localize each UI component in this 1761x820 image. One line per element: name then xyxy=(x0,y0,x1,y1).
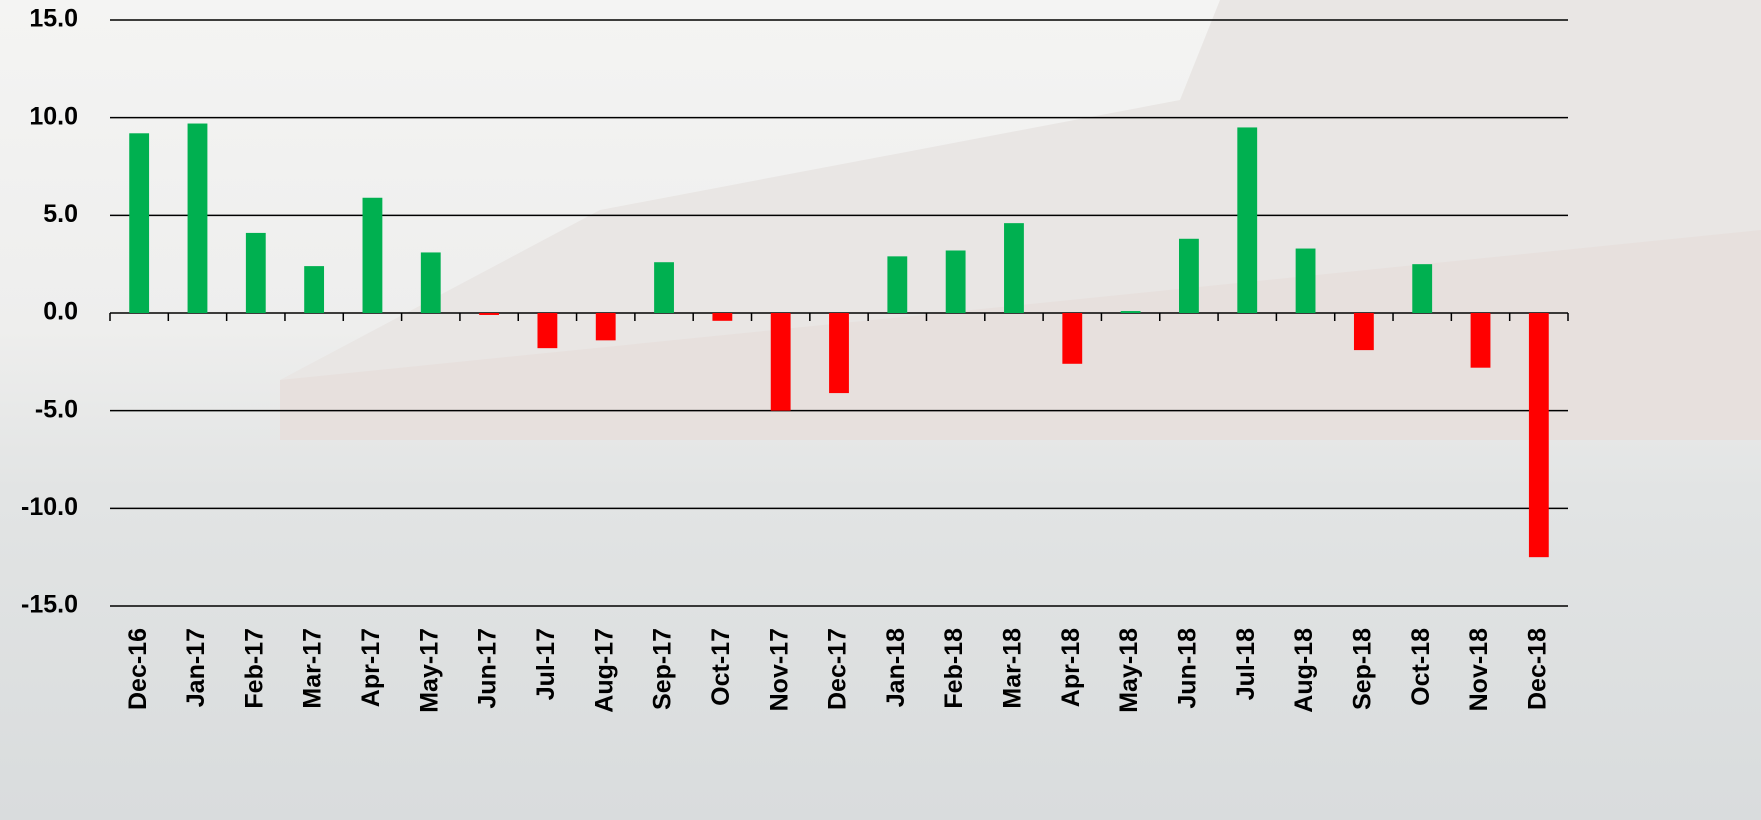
bar xyxy=(362,197,383,313)
x-tick-label: Apr-17 xyxy=(357,628,385,707)
bar xyxy=(187,123,208,313)
bar xyxy=(595,313,616,341)
x-tick-label: Sep-17 xyxy=(649,628,677,710)
x-tick-label: Mar-18 xyxy=(999,628,1027,709)
x-tick-label: Aug-18 xyxy=(1290,628,1318,713)
x-tick-label: Jun-17 xyxy=(474,628,502,709)
bar xyxy=(770,313,791,411)
x-tick-label: Jun-18 xyxy=(1174,628,1202,709)
y-tick-label: 0.0 xyxy=(43,298,78,326)
x-tick-label: Jan-17 xyxy=(182,628,210,707)
bar xyxy=(420,252,441,313)
bar xyxy=(1062,313,1083,364)
x-tick-label: May-17 xyxy=(415,628,443,713)
bar xyxy=(1528,313,1549,558)
y-tick-label: 10.0 xyxy=(29,102,78,130)
y-tick-label: 5.0 xyxy=(43,200,78,228)
x-tick-label: Oct-17 xyxy=(707,628,735,706)
y-tick-label: -5.0 xyxy=(35,395,78,423)
x-tick-label: Dec-17 xyxy=(824,628,852,710)
bar xyxy=(1295,248,1316,313)
x-tick-label: Feb-17 xyxy=(240,628,268,709)
background-hull xyxy=(280,230,1761,440)
bar xyxy=(479,313,499,315)
x-tick-label: Nov-17 xyxy=(765,628,793,711)
bar xyxy=(1353,313,1374,351)
x-tick-label: Dec-18 xyxy=(1523,628,1551,710)
bar xyxy=(1179,238,1199,313)
x-tick-label: Sep-18 xyxy=(1348,628,1376,710)
bar xyxy=(887,256,908,313)
y-tick-label: 15.0 xyxy=(29,5,78,33)
bar xyxy=(129,133,150,313)
x-tick-label: Feb-18 xyxy=(940,628,968,709)
bar xyxy=(654,262,674,313)
bar xyxy=(304,266,325,313)
bar xyxy=(712,313,733,321)
x-tick-label: Oct-18 xyxy=(1407,628,1435,706)
y-tick-label: -15.0 xyxy=(21,591,78,619)
bar xyxy=(1120,311,1141,313)
x-tick-label: Apr-18 xyxy=(1057,628,1085,707)
bar xyxy=(1470,313,1491,368)
bar xyxy=(537,313,558,349)
x-tick-label: Dec-16 xyxy=(124,628,152,710)
x-tick-label: Aug-17 xyxy=(590,628,618,713)
bar xyxy=(245,232,266,313)
bar xyxy=(1004,223,1024,313)
x-tick-label: May-18 xyxy=(1115,628,1143,713)
x-tick-label: Jan-18 xyxy=(882,628,910,707)
y-tick-label: -10.0 xyxy=(21,493,78,521)
x-tick-label: Jul-17 xyxy=(532,628,560,700)
x-tick-label: Mar-17 xyxy=(299,628,327,709)
bar xyxy=(829,313,849,394)
bar xyxy=(1412,264,1433,313)
x-tick-label: Nov-18 xyxy=(1465,628,1493,711)
x-tick-label: Jul-18 xyxy=(1232,628,1260,700)
bar xyxy=(1237,127,1258,313)
bar xyxy=(945,250,966,313)
